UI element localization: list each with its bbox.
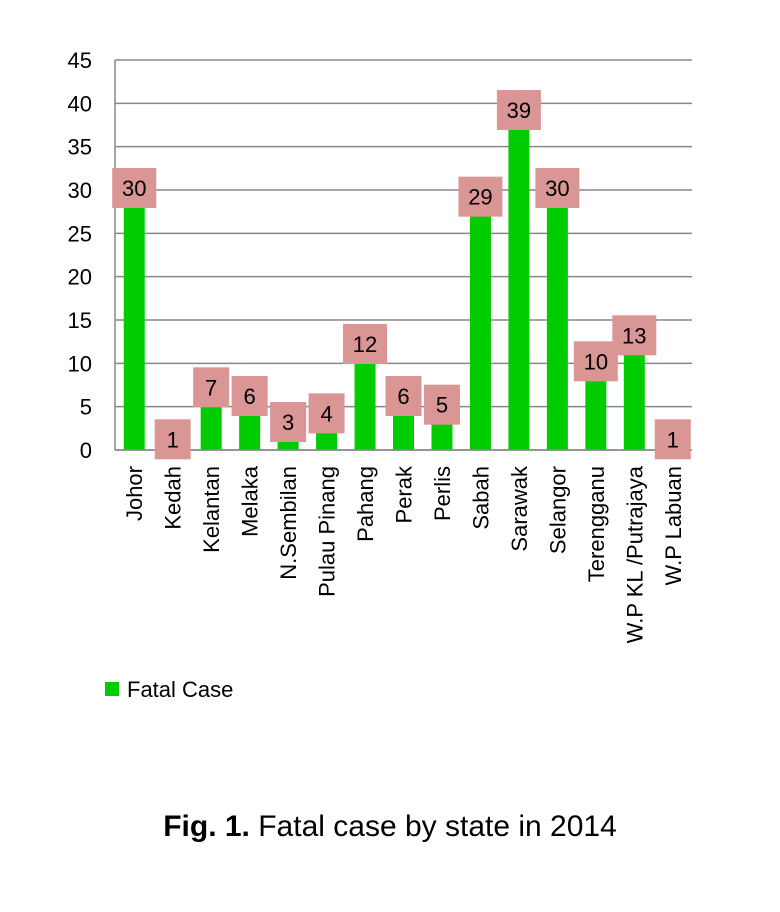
y-tick-label: 5	[80, 395, 92, 420]
data-label-box	[496, 90, 541, 130]
y-tick-label: 45	[68, 48, 92, 73]
data-label: 4	[320, 401, 332, 426]
x-tick-label: N.Sembilan	[276, 466, 301, 580]
data-label: 29	[468, 185, 492, 210]
y-tick-label: 15	[68, 308, 92, 333]
bar-sarawak	[508, 112, 530, 450]
data-label-box	[308, 393, 345, 434]
data-label: 30	[545, 176, 569, 201]
y-tick-label: 0	[80, 438, 92, 463]
data-label-box	[535, 168, 580, 208]
x-tick-label: W.P KL /Putrajaya	[622, 465, 647, 643]
data-label: 6	[397, 384, 409, 409]
y-tick-label: 40	[68, 91, 92, 116]
legend-swatch	[105, 682, 119, 696]
data-label-box	[654, 419, 691, 460]
bar-selangor	[546, 190, 568, 450]
bar-johor	[123, 190, 145, 450]
data-label: 6	[244, 384, 256, 409]
x-tick-label: Sarawak	[507, 465, 532, 552]
data-label-box	[385, 376, 422, 416]
data-label-box	[423, 384, 460, 425]
data-label-box	[343, 324, 388, 364]
x-tick-label: W.P Labuan	[661, 466, 686, 585]
data-label-box	[193, 367, 230, 408]
y-tick-label: 20	[68, 265, 92, 290]
x-tick-label: Sabah	[468, 466, 493, 530]
x-tick-label: Kelantan	[199, 466, 224, 553]
data-label-box	[573, 341, 618, 382]
figure-caption: Fig. 1. Fatal case by state in 2014	[0, 810, 780, 844]
data-label: 13	[622, 323, 646, 348]
y-tick-label: 25	[68, 221, 92, 246]
x-tick-label: Pahang	[353, 466, 378, 542]
x-tick-label: Kedah	[161, 466, 186, 530]
bar-w-p-kl-putrajaya	[623, 337, 645, 450]
legend-label: Fatal Case	[127, 677, 233, 702]
x-tick-label: Pulau Pinang	[315, 466, 340, 597]
x-tick-label: Selangor	[545, 466, 570, 554]
y-tick-label: 10	[68, 351, 92, 376]
data-label-box	[270, 402, 307, 442]
x-tick-label: Terengganu	[584, 466, 609, 582]
y-tick-label: 35	[68, 135, 92, 160]
data-label: 10	[584, 349, 608, 374]
bar-pahang	[354, 346, 376, 450]
bar-sabah	[469, 198, 491, 450]
y-tick-label: 30	[68, 178, 92, 203]
data-label: 5	[436, 393, 448, 418]
data-label: 1	[667, 427, 679, 452]
data-label-box	[112, 168, 157, 208]
data-label: 7	[205, 375, 217, 400]
figure-caption-text: Fatal case by state in 2014	[249, 810, 617, 843]
x-tick-label: Perak	[392, 465, 417, 523]
bar-chart: 0 5 10 15 20 25 30 35 40 45 30 1 7 6 3 4 12 6 5 29 39 30 10 13 1…	[68, 48, 692, 702]
data-label-box	[458, 176, 503, 217]
x-tick-label: Melaka	[238, 465, 263, 537]
data-label: 3	[282, 410, 294, 435]
data-label-box	[231, 376, 268, 416]
figure-number: Fig. 1.	[163, 810, 250, 843]
data-label-box	[612, 315, 657, 356]
data-label-box	[154, 419, 191, 460]
data-label: 39	[507, 98, 531, 123]
x-tick-label: Perlis	[430, 466, 455, 521]
x-tick-label: Johor	[122, 466, 147, 521]
data-label: 12	[353, 332, 377, 357]
bar-terengganu	[585, 363, 607, 450]
data-label: 1	[167, 427, 179, 452]
data-label: 30	[122, 176, 146, 201]
